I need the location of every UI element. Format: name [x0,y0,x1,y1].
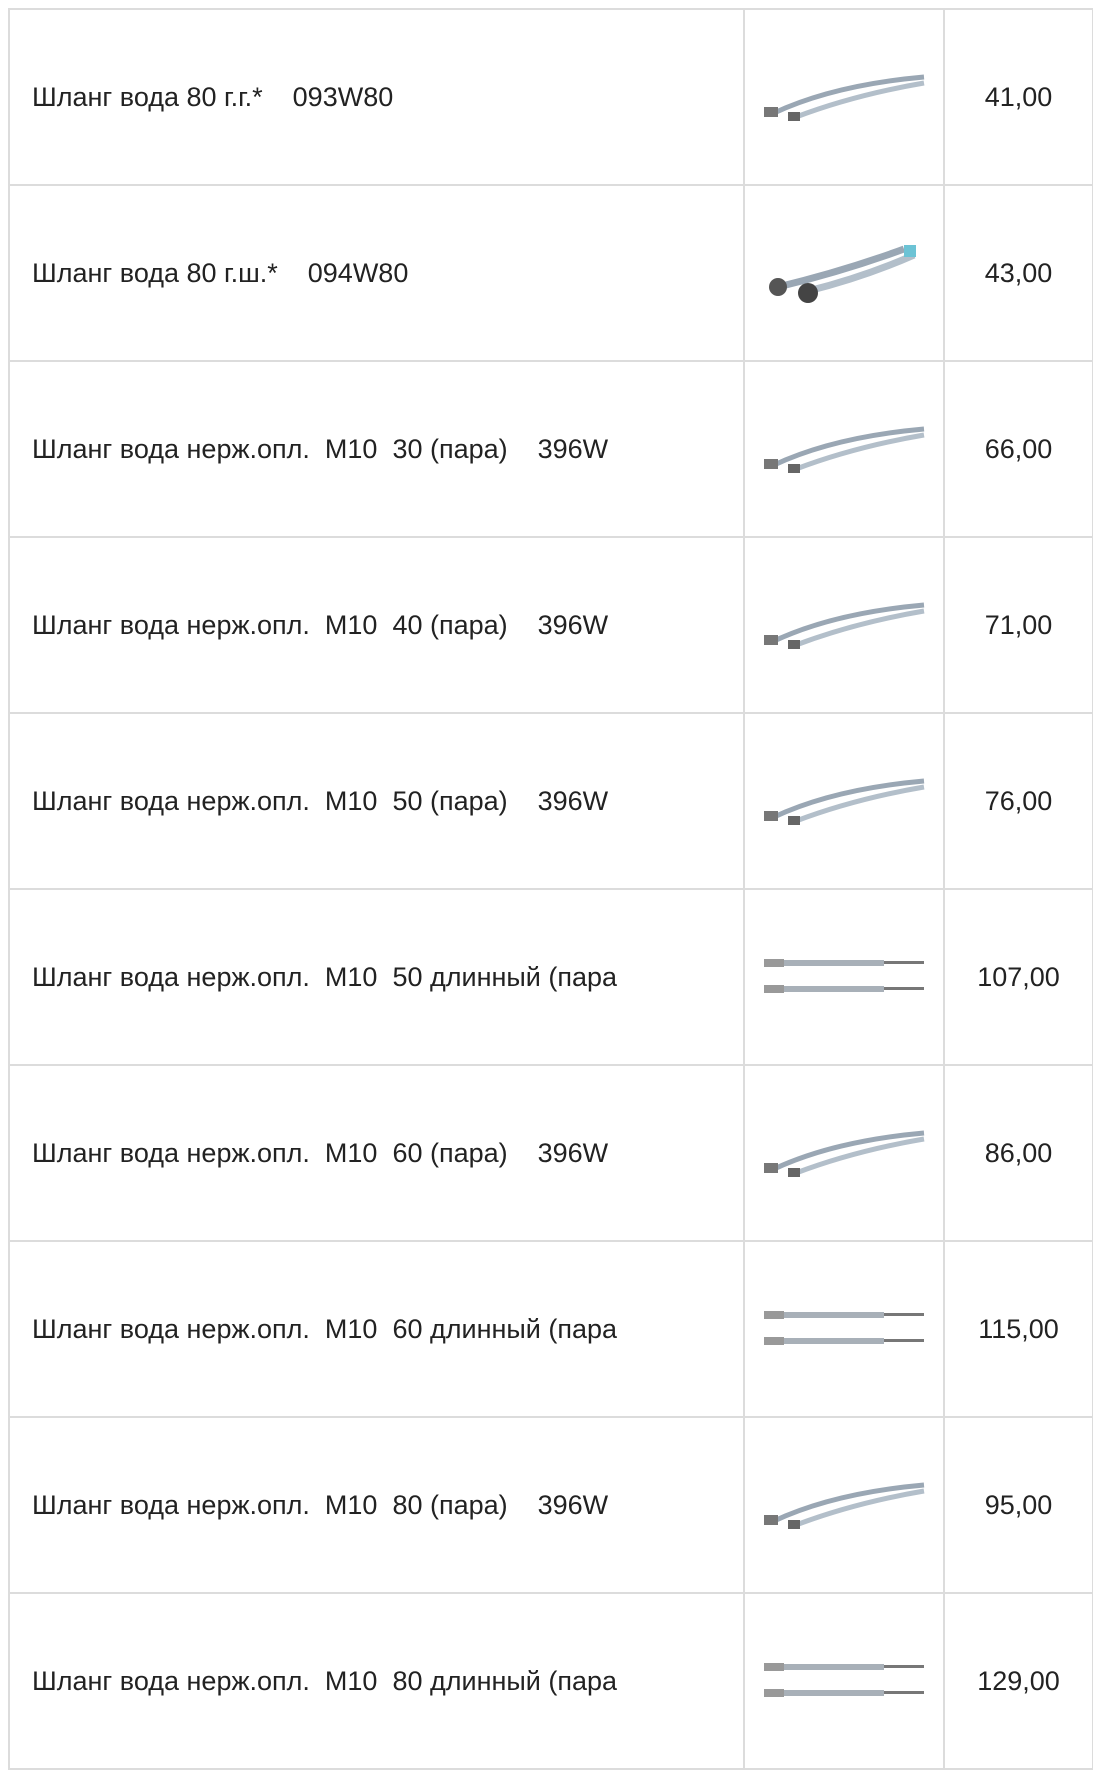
name-cell: Шланг вода 80 г.г.* 093W80 [8,8,745,186]
image-cell [743,184,945,362]
image-cell [743,360,945,538]
image-cell [743,536,945,714]
name-cell: Шланг вода нерж.опл. М10 40 (пара) 396W [8,536,745,714]
name-cell: Шланг вода нерж.опл. М10 30 (пара) 396W [8,360,745,538]
price-table: Шланг вода 80 г.г.* 093W80 41,00 Шланг вод… [8,8,1093,1770]
name-cell: Шланг вода нерж.опл. М10 80 (пара) 396W [8,1416,745,1594]
product-name: Шланг вода нерж.опл. М10 40 (пара) 396W [32,609,609,640]
price-cell: 86,00 [943,1064,1093,1242]
image-cell [743,8,945,186]
product-name: Шланг вода нерж.опл. М10 60 (пара) 396W [32,1137,609,1168]
price-cell: 66,00 [943,360,1093,538]
price-cell: 115,00 [943,1240,1093,1418]
price-cell: 76,00 [943,712,1093,890]
price-cell: 95,00 [943,1416,1093,1594]
table-row: Шланг вода нерж.опл. М10 40 (пара) 396W 7… [8,536,1093,714]
table-row: Шланг вода нерж.опл. М10 30 (пара) 396W 6… [8,360,1093,538]
table-row: Шланг вода нерж.опл. М10 80 длинный (пар… [8,1592,1093,1770]
price-cell: 107,00 [943,888,1093,1066]
name-cell: Шланг вода нерж.опл. М10 50 (пара) 396W [8,712,745,890]
product-name: Шланг вода нерж.опл. М10 60 длинный (пар… [32,1313,618,1344]
table-row: Шланг вода нерж.опл. М10 60 (пара) 396W 8… [8,1064,1093,1242]
product-image [754,65,934,129]
image-cell [743,1064,945,1242]
product-name: Шланг вода нерж.опл. М10 50 длинный (пар… [32,961,618,992]
product-name: Шланг вода 80 г.г.* 093W80 [32,81,394,112]
table-row: Шланг вода нерж.опл. М10 50 (пара) 396W 7… [8,712,1093,890]
name-cell: Шланг вода нерж.опл. М10 60 (пара) 396W [8,1064,745,1242]
product-image [754,1473,934,1537]
product-image [754,593,934,657]
name-cell: Шланг вода нерж.опл. М10 60 длинный (пар… [8,1240,745,1418]
price-cell: 71,00 [943,536,1093,714]
product-image [764,1311,924,1345]
product-name: Шланг вода 80 г.ш.* 094W80 [32,257,409,288]
product-name: Шланг вода нерж.опл. М10 80 длинный (пар… [32,1665,618,1696]
product-image [764,959,924,993]
table-row: Шланг вода 80 г.ш.* 094W80 43,00 [8,184,1093,362]
image-cell [743,1240,945,1418]
image-cell [743,1592,945,1770]
product-name: Шланг вода нерж.опл. М10 30 (пара) 396W [32,433,609,464]
product-name: Шланг вода нерж.опл. М10 80 (пара) 396W [32,1489,609,1520]
table-row: Шланг вода 80 г.г.* 093W80 41,00 [8,8,1093,186]
product-image [754,769,934,833]
image-cell [743,1416,945,1594]
table-row: Шланг вода нерж.опл. М10 60 длинный (пар… [8,1240,1093,1418]
table-row: Шланг вода нерж.опл. М10 80 (пара) 396W 9… [8,1416,1093,1594]
name-cell: Шланг вода 80 г.ш.* 094W80 [8,184,745,362]
price-cell: 129,00 [943,1592,1093,1770]
product-image [754,417,934,481]
name-cell: Шланг вода нерж.опл. М10 80 длинный (пар… [8,1592,745,1770]
price-cell: 41,00 [943,8,1093,186]
name-cell: Шланг вода нерж.опл. М10 50 длинный (пар… [8,888,745,1066]
product-image [754,241,934,305]
image-cell [743,712,945,890]
product-image [764,1663,924,1697]
product-image [754,1121,934,1185]
product-name: Шланг вода нерж.опл. М10 50 (пара) 396W [32,785,609,816]
table-row: Шланг вода нерж.опл. М10 50 длинный (пар… [8,888,1093,1066]
price-cell: 43,00 [943,184,1093,362]
image-cell [743,888,945,1066]
